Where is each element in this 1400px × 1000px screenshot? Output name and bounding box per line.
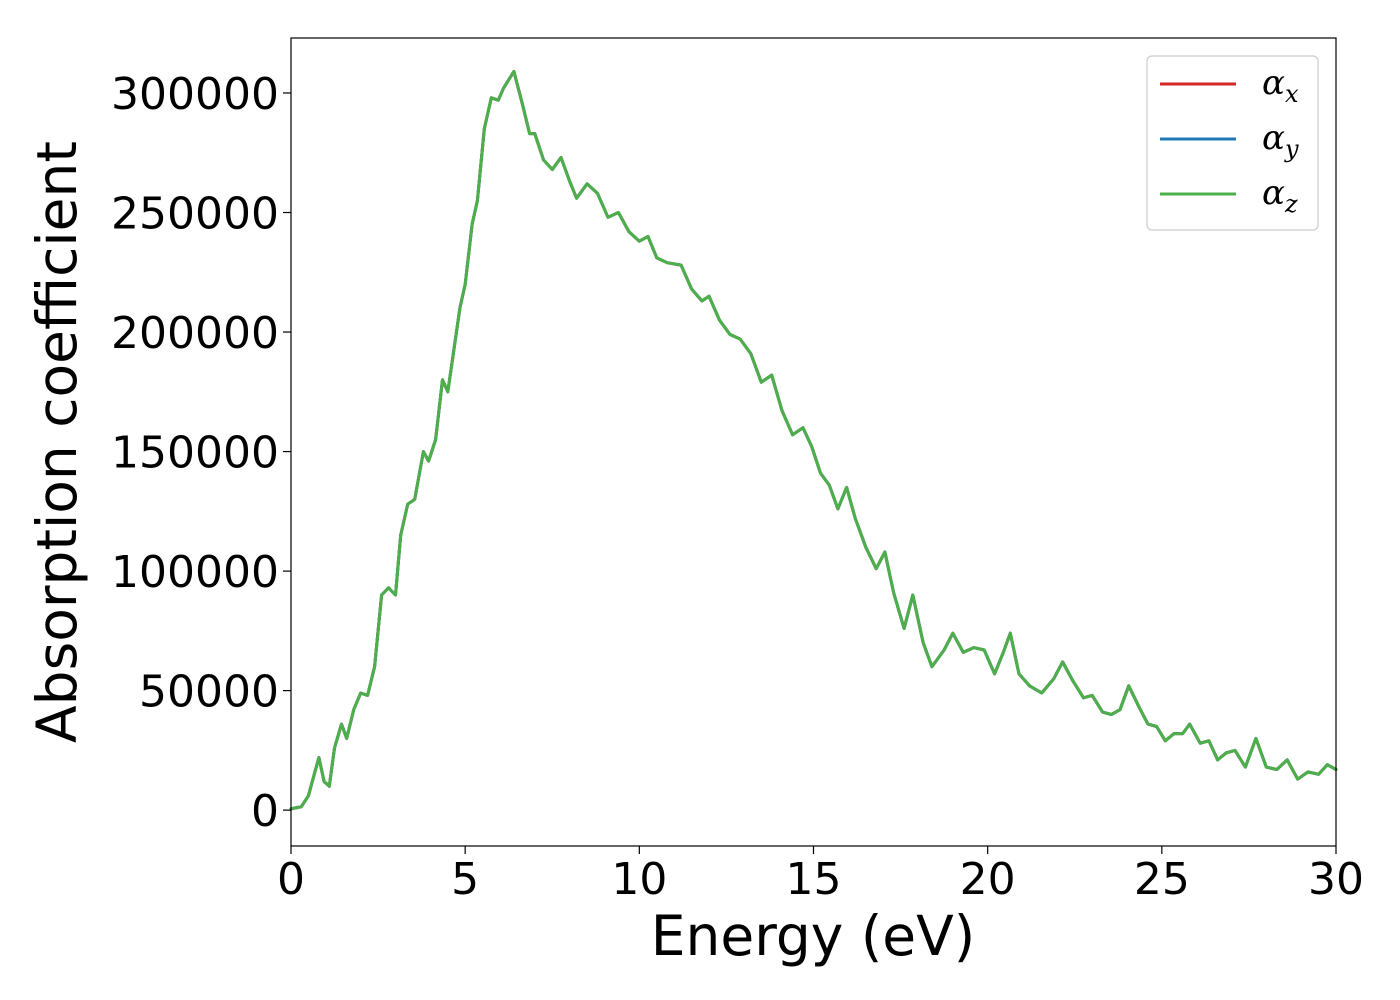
y-tick-label: 200000 [111,308,279,359]
series-line-3 [289,70,1338,811]
y-axis-ticks: 0 50000 100000 150000 200000 250000 300000 [111,69,291,837]
x-axis-ticks: 0 5 10 15 20 25 30 [277,846,1364,905]
x-tick-label: 5 [451,854,479,905]
x-axis-title: Energy (eV) [651,904,975,968]
y-tick-label: 0 [251,786,279,837]
legend-label-1: αx [1262,63,1299,108]
y-tick-label: 100000 [111,547,279,598]
y-tick-label: 50000 [139,667,279,718]
x-tick-label: 30 [1308,854,1364,905]
y-tick-label: 300000 [111,69,279,120]
y-tick-label: 250000 [111,189,279,240]
legend-label-2: αy [1262,118,1299,163]
y-axis-title: Absorption coefficient [25,141,89,743]
x-tick-label: 20 [960,854,1016,905]
x-tick-label: 10 [611,854,667,905]
legend-items: αx αy αz [1160,63,1299,218]
x-tick-label: 25 [1134,854,1190,905]
legend: αx αy αz [1146,55,1319,231]
y-tick-label: 150000 [111,428,279,479]
series-layer [289,70,1338,811]
x-tick-label: 0 [277,854,305,905]
legend-box [1146,55,1319,231]
x-tick-label: 15 [786,854,842,905]
legend-label-3: αz [1262,173,1298,218]
